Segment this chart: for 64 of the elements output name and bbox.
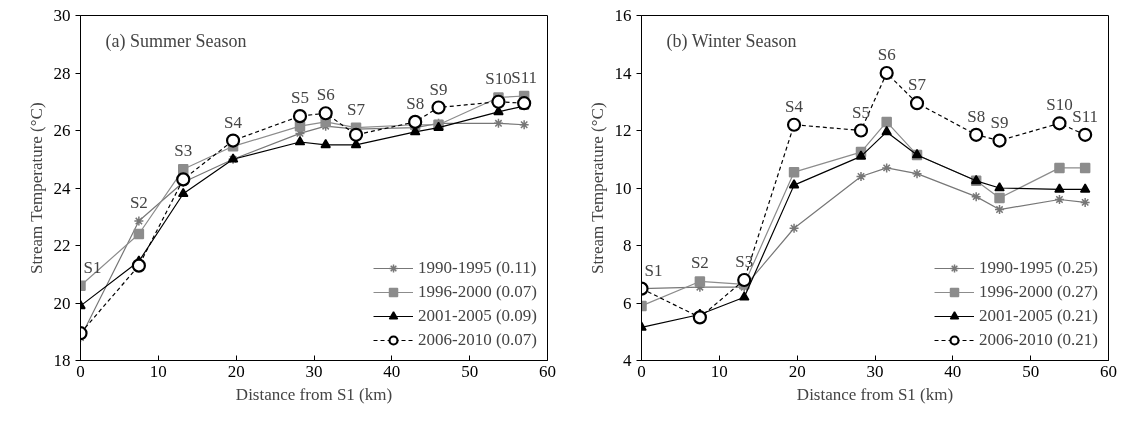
legend-label: 2001-2005 (0.09) [418,306,537,326]
text: (a) Summer Season [105,30,247,52]
legend-label: 1996-2000 (0.27) [979,282,1098,302]
annotation: S2 [129,193,148,213]
x-axis-title: Distance from S1 (km) [796,384,954,404]
y-tick-label: 20 [53,293,71,313]
x-tick-label: 10 [149,361,167,381]
x-tick-label: 50 [461,361,479,381]
y-tick-label: 6 [623,293,632,313]
annotation: S11 [1072,106,1099,126]
y-axis-title: Stream Temperature (°C) [587,102,607,274]
y-tick-label: 26 [53,121,71,140]
y-tick-label: 16 [614,6,632,25]
x-tick-label: 10 [710,361,728,381]
x-tick-label: 20 [788,361,806,381]
x-tick-label: 30 [305,361,323,381]
annotation: S3 [174,141,193,161]
annotation: S7 [347,99,366,119]
x-tick-label: 20 [227,361,245,381]
x-tick-label: 30 [866,361,884,381]
legend-label: 1996-2000 (0.07) [418,282,537,302]
x-tick-label: 60 [539,361,556,381]
x-tick-label: 0 [637,361,646,381]
y-tick-label: 30 [53,6,71,25]
y-tick-label: 8 [623,236,632,255]
annotation: S10 [485,69,512,89]
y-tick-label: 4 [623,351,632,370]
annotation: S9 [429,79,448,99]
y-axis-title: Stream Temperature (°C) [26,102,46,274]
annotation: S1 [83,257,102,277]
annotation: S8 [967,106,986,126]
text: (b) Winter Season [666,30,797,52]
x-tick-label: 40 [383,361,401,381]
annotation: S5 [852,102,870,122]
annotation: S1 [644,260,663,280]
x-tick-label: 50 [1022,361,1040,381]
y-tick-label: 12 [614,121,632,140]
annotation: S2 [690,253,709,273]
y-tick-label: 28 [53,63,71,83]
y-tick-label: 22 [53,236,71,255]
annotation: S11 [511,68,538,87]
x-tick-label: 40 [944,361,962,381]
annotation: S6 [877,45,896,64]
y-tick-label: 14 [614,63,632,83]
legend-label: 1990-1995 (0.11) [418,258,537,278]
y-tick-label: 18 [53,351,71,370]
annotation: S5 [291,88,309,108]
legend-label: 2006-2010 (0.07) [418,330,537,350]
annotation: S7 [908,75,927,95]
annotation: S6 [316,85,335,105]
y-tick-label: 24 [53,178,71,198]
x-tick-label: 60 [1100,361,1117,381]
legend-label: 1990-1995 (0.25) [979,258,1098,278]
annotation: S8 [406,93,425,113]
annotation: S10 [1046,95,1073,115]
legend-label: 2006-2010 (0.21) [979,330,1098,350]
y-tick-label: 10 [614,178,632,198]
legend-label: 2001-2005 (0.21) [979,306,1098,326]
x-axis-title: Distance from S1 (km) [235,384,393,404]
annotation: S3 [735,252,754,271]
annotation: S4 [785,96,804,116]
annotation: S4 [224,112,243,132]
x-tick-label: 0 [76,361,85,381]
annotation: S9 [990,112,1009,132]
